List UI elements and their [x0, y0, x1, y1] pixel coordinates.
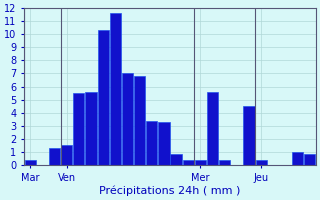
Bar [110, 13, 121, 165]
Bar [171, 154, 182, 165]
Bar [122, 73, 133, 165]
Bar [134, 76, 145, 165]
Bar [207, 92, 218, 165]
Bar [219, 160, 230, 165]
Bar [183, 160, 194, 165]
Bar [25, 160, 36, 165]
Bar [244, 106, 255, 165]
Bar [292, 152, 303, 165]
Bar [73, 93, 84, 165]
Bar [61, 145, 72, 165]
Bar [158, 122, 170, 165]
Bar [195, 160, 206, 165]
Bar [85, 92, 97, 165]
Bar [146, 121, 157, 165]
Bar [49, 148, 60, 165]
Bar [98, 30, 109, 165]
X-axis label: Précipitations 24h ( mm ): Précipitations 24h ( mm ) [99, 185, 241, 196]
Bar [256, 160, 267, 165]
Bar [304, 154, 315, 165]
